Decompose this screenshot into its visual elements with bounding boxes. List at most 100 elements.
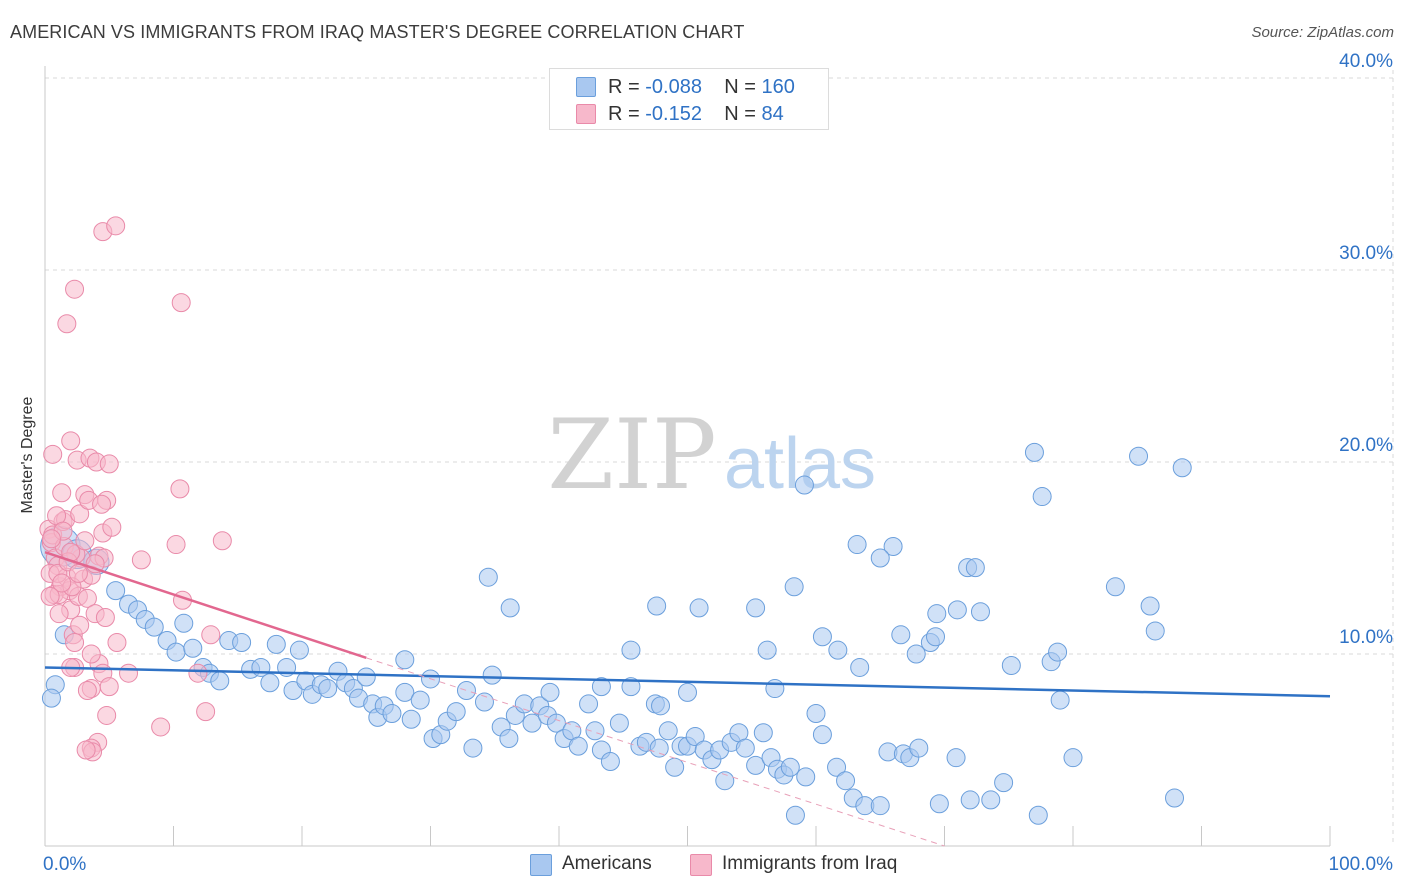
point-iraq (212, 531, 232, 551)
legend-swatch-iraq (576, 104, 596, 124)
point-iraq (57, 314, 77, 334)
point-iraq (201, 625, 221, 645)
point-americans (785, 805, 805, 825)
point-americans (689, 598, 709, 618)
point-americans (568, 736, 588, 756)
point-iraq (75, 531, 95, 551)
point-americans (621, 677, 641, 697)
point-iraq (102, 517, 122, 537)
point-americans (981, 790, 1001, 810)
point-americans (609, 713, 629, 733)
point-americans (174, 613, 194, 633)
point-americans (765, 679, 785, 699)
bottom-swatch-iraq (690, 854, 712, 876)
tick-labels: 10.0% 20.0% 30.0% 40.0% 0.0% 100.0% (43, 51, 1393, 875)
point-americans (500, 598, 520, 618)
point-americans (1172, 458, 1192, 478)
point-americans (1001, 656, 1021, 676)
point-iraq (77, 588, 97, 608)
point-americans (1063, 748, 1083, 768)
point-americans (965, 558, 985, 578)
point-americans (909, 738, 929, 758)
point-americans (757, 640, 777, 660)
point-americans (591, 677, 611, 697)
point-americans (395, 682, 415, 702)
point-americans (850, 657, 870, 677)
point-iraq (97, 705, 117, 725)
point-iraq (107, 632, 127, 652)
trend-line-americans (44, 666, 1331, 698)
bottom-legend-label: Americans (562, 853, 652, 874)
grid-lines (45, 70, 1395, 846)
point-iraq (43, 444, 63, 464)
point-iraq (188, 663, 208, 683)
y-tick-label: 20.0% (1339, 435, 1393, 456)
point-americans (812, 627, 832, 647)
legend-r-label: R = (608, 75, 646, 98)
point-americans (482, 665, 502, 685)
point-americans (658, 721, 678, 741)
x-tick-label: 100.0% (1329, 854, 1394, 875)
point-americans (947, 600, 967, 620)
point-americans (446, 702, 466, 722)
point-iraq (106, 216, 126, 236)
point-americans (870, 548, 890, 568)
point-iraq (52, 573, 72, 593)
legend-n-label: N = (724, 102, 762, 125)
point-americans (1105, 577, 1125, 597)
point-iraq (76, 740, 96, 760)
point-iraq (81, 644, 101, 664)
point-americans (499, 728, 519, 748)
chart-title: AMERICAN VS IMMIGRANTS FROM IRAQ MASTER'… (10, 22, 745, 42)
point-americans (1140, 596, 1160, 616)
point-iraq (119, 663, 139, 683)
trend-line-iraq (44, 551, 367, 660)
point-iraq (40, 586, 60, 606)
point-americans (678, 682, 697, 702)
y-tick-label: 30.0% (1339, 243, 1393, 264)
point-americans (847, 535, 867, 555)
point-iraq (65, 632, 85, 652)
point-americans (395, 650, 415, 670)
point-iraq (166, 535, 186, 555)
data-points (39, 216, 1192, 825)
point-iraq (95, 608, 115, 628)
point-americans (870, 796, 890, 816)
point-americans (665, 757, 685, 777)
point-americans (456, 680, 476, 700)
source-label: Source: ZipAtlas.com (1251, 24, 1394, 41)
point-americans (356, 667, 376, 687)
point-iraq (77, 680, 97, 700)
point-americans (1165, 788, 1185, 808)
point-iraq (70, 504, 90, 524)
point-americans (621, 640, 641, 660)
point-americans (828, 640, 848, 660)
point-iraq (99, 677, 119, 697)
point-americans (260, 673, 280, 693)
point-iraq (61, 431, 81, 451)
point-americans (746, 598, 766, 618)
point-iraq (52, 483, 72, 503)
point-iraq (68, 563, 88, 583)
point-americans (960, 790, 980, 810)
point-americans (540, 682, 560, 702)
point-americans (647, 596, 667, 616)
point-americans (600, 752, 620, 772)
point-americans (210, 671, 230, 691)
legend-n-value: 84 (761, 102, 784, 125)
point-americans (651, 696, 671, 716)
point-americans (649, 738, 669, 758)
point-americans (883, 536, 903, 556)
point-americans (463, 738, 483, 758)
point-americans (685, 727, 705, 747)
point-americans (166, 642, 186, 662)
point-americans (1129, 446, 1149, 466)
point-americans (41, 688, 61, 708)
point-americans (144, 617, 164, 637)
point-americans (382, 704, 402, 724)
point-iraq (92, 494, 112, 514)
point-americans (401, 709, 421, 729)
point-americans (183, 638, 203, 658)
point-americans (927, 604, 947, 624)
point-americans (812, 725, 832, 745)
